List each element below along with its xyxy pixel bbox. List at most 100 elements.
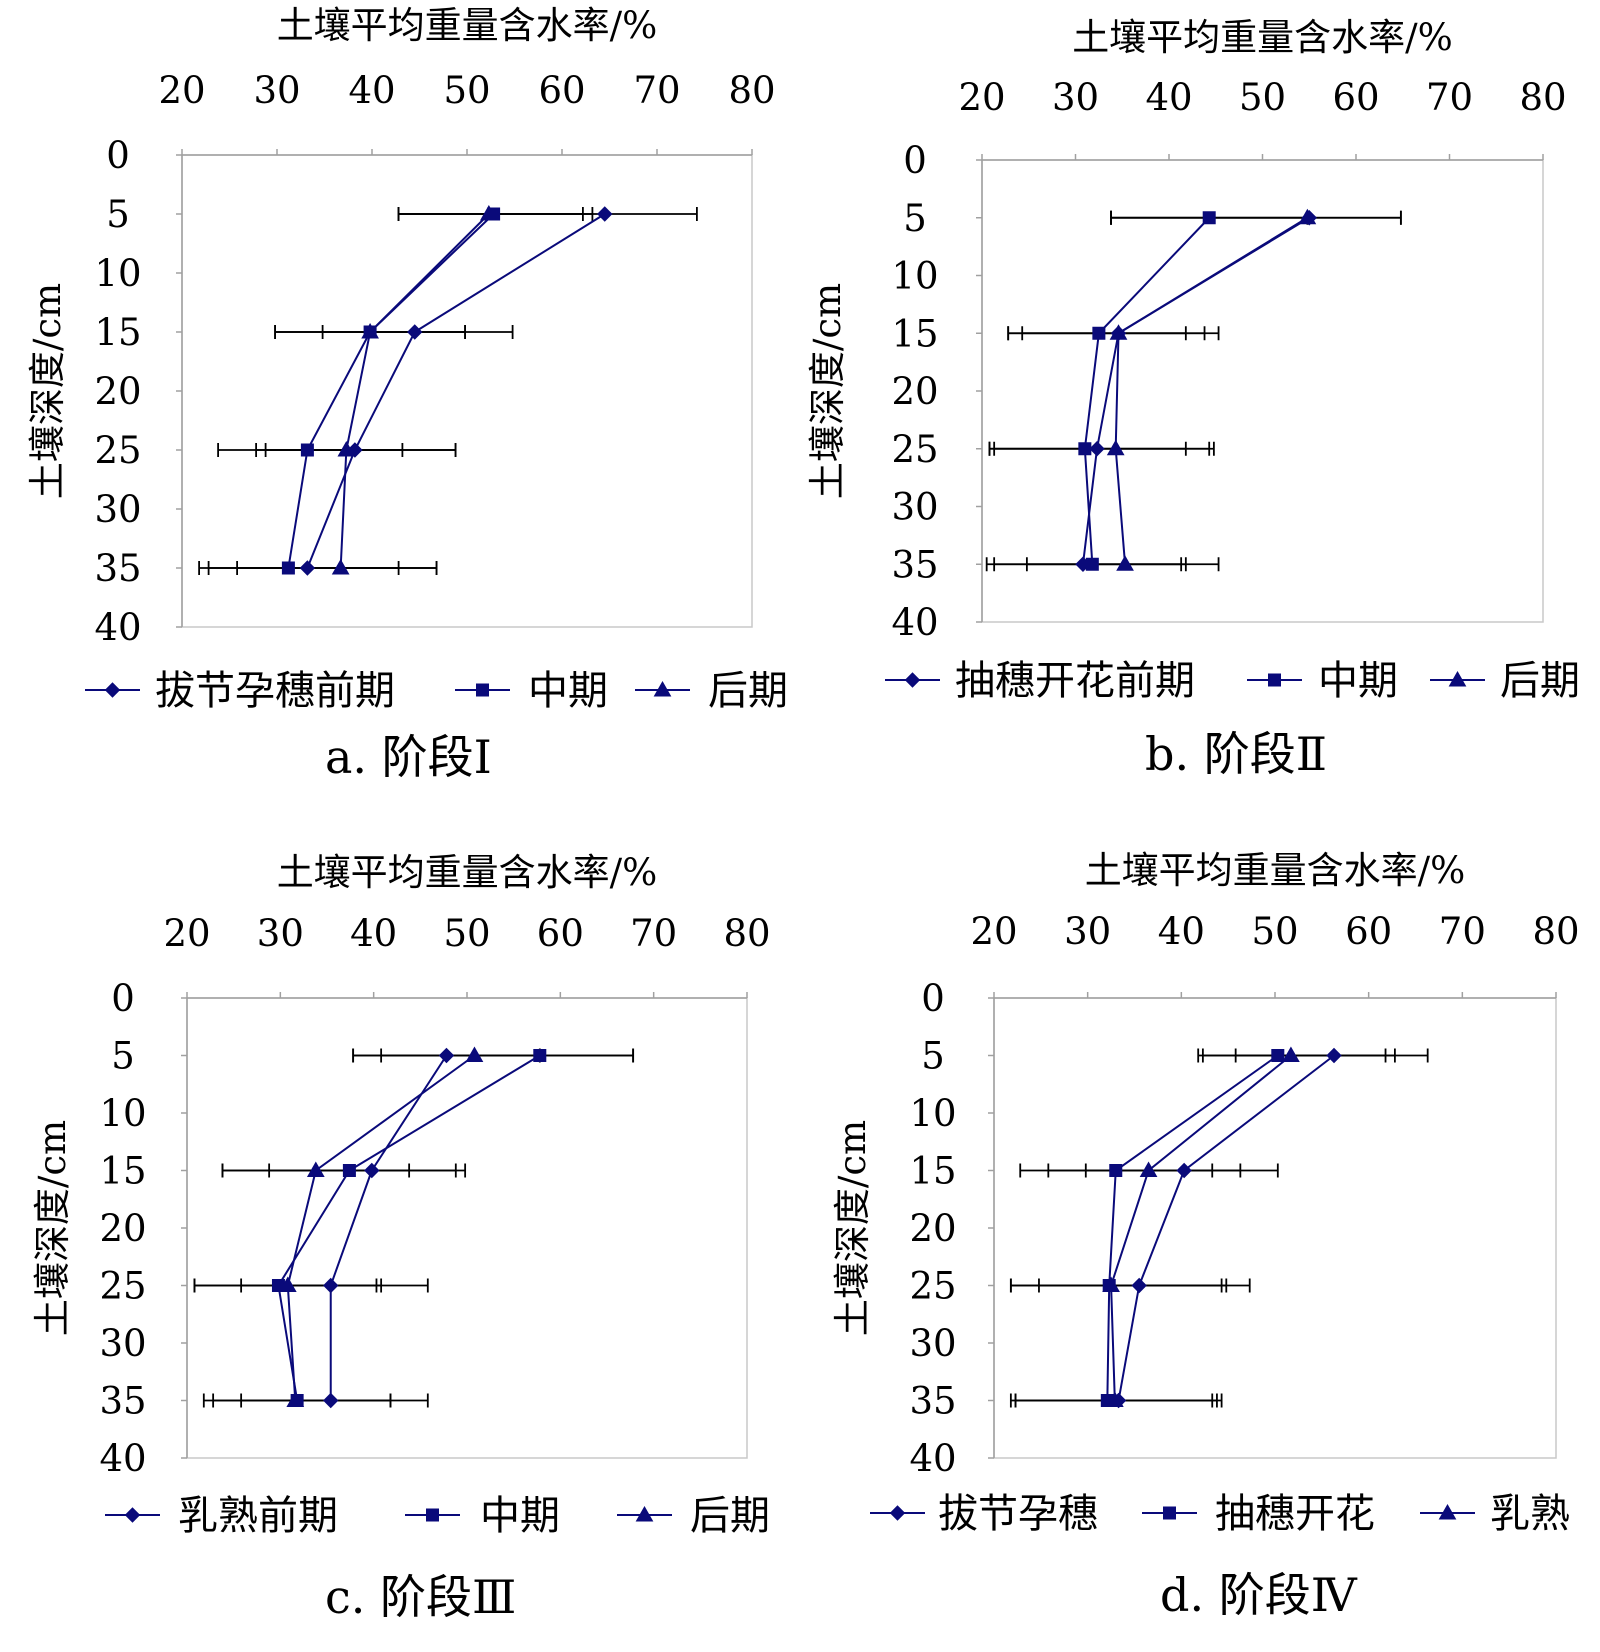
x-tick-label: 70 bbox=[633, 69, 680, 112]
x-tick-label: 70 bbox=[1426, 76, 1473, 119]
y-tick-label: 0 bbox=[111, 977, 135, 1020]
chart-panel-4: 20 30 40 50 60 70 80 0 5 10 15 20 25 30 35 40 土壤平均重量含水率/… bbox=[831, 849, 1580, 1622]
y-axis-title: 土壤深度/cm bbox=[26, 283, 69, 499]
data-point bbox=[479, 204, 498, 221]
x-tick-label: 70 bbox=[630, 912, 677, 955]
data-point bbox=[1282, 1046, 1300, 1062]
data-point bbox=[300, 443, 314, 457]
data-point bbox=[597, 206, 613, 222]
plot-area bbox=[186, 997, 748, 1459]
legend-marker bbox=[653, 680, 672, 697]
y-tick-label: 5 bbox=[106, 193, 130, 236]
data-point bbox=[1105, 1391, 1124, 1407]
data-point bbox=[1078, 442, 1092, 456]
y-tick-label: 25 bbox=[99, 1265, 146, 1308]
data-point bbox=[278, 1276, 297, 1292]
legend-label: 抽穗开花前期 bbox=[955, 658, 1195, 704]
legend-marker bbox=[1163, 1506, 1176, 1520]
x-tick-label: 80 bbox=[728, 69, 775, 112]
plot-area bbox=[981, 159, 1544, 623]
x-tick-label: 20 bbox=[163, 912, 210, 955]
series-line-2 bbox=[1106, 1054, 1279, 1401]
legend-label: 拔节孕穗前期 bbox=[155, 668, 395, 714]
y-tick-label: 15 bbox=[94, 311, 141, 354]
series-line-3 bbox=[339, 213, 490, 569]
data-point bbox=[533, 1049, 547, 1062]
x-tick-label: 60 bbox=[538, 69, 585, 112]
legend-marker bbox=[1268, 673, 1281, 687]
y-tick-label: 25 bbox=[891, 428, 938, 471]
x-axis-title: 土壤平均重量含水率/% bbox=[1072, 16, 1453, 59]
legend-marker bbox=[476, 683, 489, 697]
y-tick-label: 5 bbox=[111, 1035, 135, 1078]
y-tick-label: 15 bbox=[99, 1150, 146, 1193]
legend-label: 乳熟 bbox=[1490, 1491, 1570, 1537]
y-tick-label: 40 bbox=[94, 606, 141, 649]
x-tick-label: 80 bbox=[1519, 76, 1566, 119]
legend-label: 后期 bbox=[708, 668, 788, 714]
x-tick-label: 70 bbox=[1439, 910, 1486, 953]
series-line-2 bbox=[287, 213, 495, 569]
data-point bbox=[1271, 1049, 1285, 1062]
legend-marker bbox=[1448, 670, 1467, 687]
data-point bbox=[1116, 555, 1134, 571]
series-line-2 bbox=[1083, 217, 1210, 565]
data-point bbox=[1326, 1047, 1342, 1064]
data-point bbox=[1089, 441, 1105, 457]
y-tick-label: 25 bbox=[94, 429, 141, 472]
legend-label: 中期 bbox=[480, 1493, 560, 1539]
panel-caption: b. 阶段Ⅱ bbox=[1145, 727, 1327, 781]
data-point bbox=[1102, 1276, 1120, 1292]
x-tick-label: 60 bbox=[1332, 76, 1379, 119]
legend-label: 拔节孕穗 bbox=[938, 1491, 1098, 1537]
y-tick-label: 25 bbox=[909, 1265, 956, 1308]
y-tick-label: 5 bbox=[903, 197, 927, 240]
x-tick-label: 20 bbox=[158, 69, 205, 112]
data-point bbox=[337, 440, 356, 457]
plot-area bbox=[181, 154, 753, 628]
x-tick-label: 40 bbox=[1158, 910, 1205, 953]
y-tick-label: 0 bbox=[106, 134, 130, 177]
series-line-3 bbox=[1114, 216, 1308, 565]
y-tick-label: 30 bbox=[94, 488, 141, 531]
x-tick-label: 30 bbox=[257, 912, 304, 955]
y-tick-label: 30 bbox=[99, 1322, 146, 1365]
x-tick-label: 20 bbox=[970, 910, 1017, 953]
x-tick-label: 40 bbox=[350, 912, 397, 955]
y-tick-label: 35 bbox=[891, 543, 938, 586]
panel-caption: d. 阶段Ⅳ bbox=[1160, 1568, 1358, 1622]
data-point bbox=[1109, 324, 1128, 340]
legend-marker bbox=[889, 1505, 906, 1521]
y-tick-label: 20 bbox=[909, 1207, 956, 1250]
x-tick-label: 80 bbox=[1532, 910, 1579, 953]
y-tick-label: 35 bbox=[94, 547, 141, 590]
y-tick-label: 35 bbox=[909, 1380, 956, 1423]
data-point bbox=[465, 1046, 484, 1062]
y-axis-title: 土壤深度/cm bbox=[806, 283, 849, 499]
legend-label: 抽穗开花 bbox=[1215, 1491, 1375, 1537]
legend-marker bbox=[104, 682, 121, 698]
x-tick-label: 50 bbox=[1251, 910, 1298, 953]
x-tick-label: 60 bbox=[1345, 910, 1392, 953]
x-tick-label: 40 bbox=[348, 69, 395, 112]
legend-label: 中期 bbox=[528, 668, 608, 714]
y-tick-label: 20 bbox=[94, 370, 141, 413]
data-point bbox=[323, 1392, 339, 1409]
x-tick-label: 50 bbox=[1239, 76, 1286, 119]
data-point bbox=[323, 1277, 339, 1294]
data-point bbox=[281, 561, 295, 575]
y-tick-label: 0 bbox=[921, 977, 945, 1020]
legend-label: 后期 bbox=[1500, 658, 1580, 704]
x-tick-label: 30 bbox=[1064, 910, 1111, 953]
legend-marker bbox=[1438, 1503, 1457, 1520]
legend-label: 中期 bbox=[1318, 658, 1398, 704]
panel-caption: a. 阶段Ⅰ bbox=[325, 730, 492, 784]
y-tick-label: 35 bbox=[99, 1380, 146, 1423]
data-point bbox=[407, 324, 423, 340]
series-line-3 bbox=[1110, 1054, 1292, 1401]
series-line-1 bbox=[306, 213, 606, 569]
y-tick-label: 10 bbox=[909, 1092, 956, 1135]
y-tick-label: 30 bbox=[891, 486, 938, 529]
x-axis-title: 土壤平均重量含水率/% bbox=[277, 851, 658, 894]
